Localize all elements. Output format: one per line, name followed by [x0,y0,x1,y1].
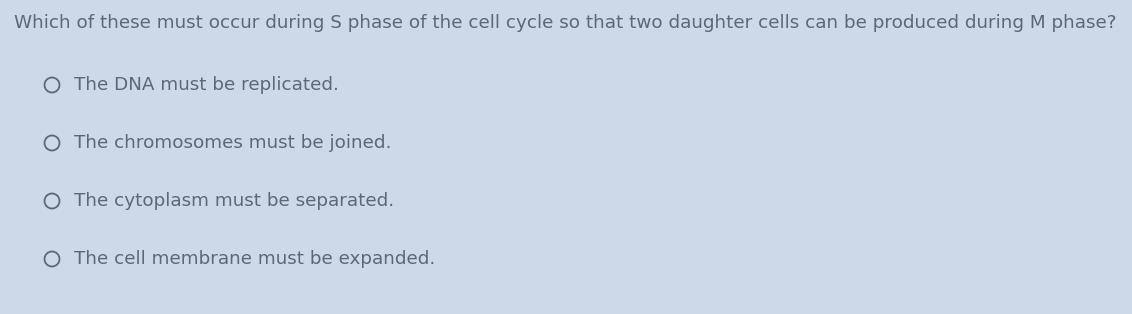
Text: Which of these must occur during S phase of the cell cycle so that two daughter : Which of these must occur during S phase… [14,14,1116,32]
Text: The cell membrane must be expanded.: The cell membrane must be expanded. [74,250,435,268]
Text: The chromosomes must be joined.: The chromosomes must be joined. [74,134,392,152]
Text: The cytoplasm must be separated.: The cytoplasm must be separated. [74,192,394,210]
Text: The DNA must be replicated.: The DNA must be replicated. [74,76,338,94]
